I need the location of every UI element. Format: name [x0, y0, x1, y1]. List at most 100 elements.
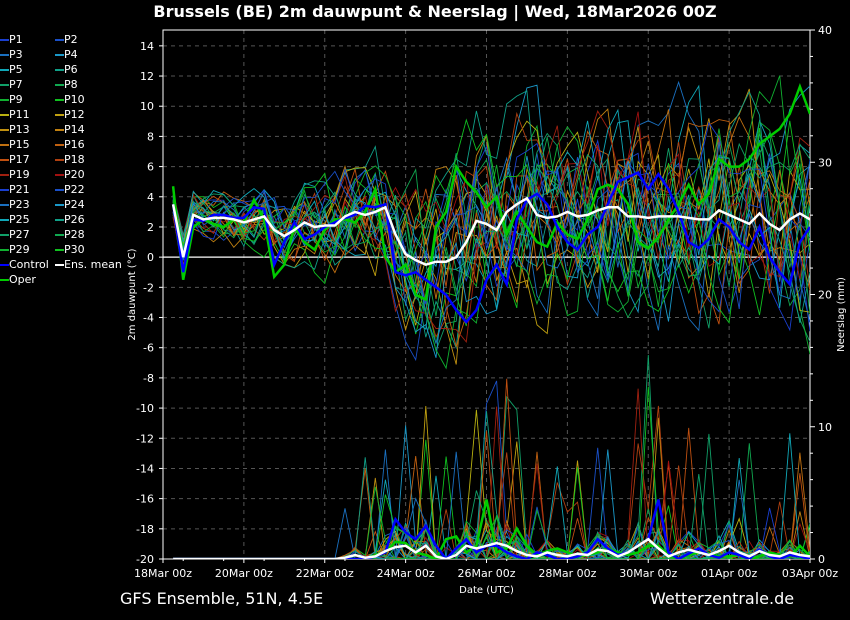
legend-label: P26	[64, 213, 85, 226]
y-axis-label: 2m dauwpunt (°C)	[127, 248, 138, 340]
legend-label: P4	[64, 48, 78, 61]
legend-item: P30	[55, 243, 85, 257]
legend-item: P24	[55, 198, 85, 212]
member-precip-line	[173, 388, 810, 559]
legend-label: Oper	[9, 273, 36, 286]
legend-swatch	[0, 234, 9, 236]
y-tick-label: -18	[136, 523, 154, 536]
legend-item: P18	[55, 153, 85, 167]
legend-label: P24	[64, 198, 85, 211]
legend-label: P7	[9, 78, 23, 91]
member-precip-line	[173, 460, 810, 559]
y2-tick-label: 20	[818, 289, 832, 302]
legend-swatch	[55, 144, 64, 146]
legend-swatch	[55, 264, 64, 266]
member-temp-line	[172, 131, 810, 319]
y-tick-label: -2	[143, 281, 154, 294]
legend-swatch	[0, 249, 9, 251]
x-tick-label: 28Mar 00z	[538, 567, 596, 580]
x-tick-label: 22Mar 00z	[296, 567, 354, 580]
source-label: GFS Ensemble, 51N, 4.5E	[120, 589, 324, 608]
legend-label: P14	[64, 123, 85, 136]
precip-control-line	[173, 499, 810, 559]
y2-axis-label: Neerslag (mm)	[836, 277, 847, 352]
legend-item: Oper	[0, 273, 36, 287]
legend-swatch	[55, 129, 64, 131]
legend-item: P26	[55, 213, 85, 227]
x-tick-label: 03Apr 00z	[782, 567, 839, 580]
legend-item: P15	[0, 138, 30, 152]
member-precip-line	[173, 386, 810, 559]
y-tick-label: 2	[147, 221, 154, 234]
legend-label: P6	[64, 63, 78, 76]
legend-swatch	[55, 159, 64, 161]
x-tick-label: 18Mar 00z	[134, 567, 192, 580]
legend-item: P2	[55, 33, 78, 47]
legend-item: P29	[0, 243, 30, 257]
legend-item: P28	[55, 228, 85, 242]
legend-item: P10	[55, 93, 85, 107]
legend-item: Ens. mean	[55, 258, 122, 272]
x-tick-label: 24Mar 00z	[377, 567, 435, 580]
member-precip-line	[173, 354, 810, 559]
y-tick-label: -4	[143, 312, 154, 325]
legend-item: P23	[0, 198, 30, 212]
series-group	[171, 75, 810, 559]
legend-label: P18	[64, 153, 85, 166]
legend-label: P27	[9, 228, 30, 241]
site-label: Wetterzentrale.de	[650, 589, 795, 608]
legend-item: P16	[55, 138, 85, 152]
legend-swatch	[0, 144, 9, 146]
legend-label: Ens. mean	[64, 258, 122, 271]
legend-item: P5	[0, 63, 23, 77]
legend-swatch	[55, 204, 64, 206]
legend-label: P11	[9, 108, 30, 121]
precip-ens-mean-line	[173, 537, 810, 559]
temp-oper-line	[171, 83, 810, 302]
legend-swatch	[0, 39, 9, 41]
legend-label: P25	[9, 213, 30, 226]
legend-swatch	[0, 204, 9, 206]
legend-item: P9	[0, 93, 23, 107]
legend-swatch	[0, 114, 9, 116]
legend-swatch	[55, 234, 64, 236]
x-tick-label: 20Mar 00z	[215, 567, 273, 580]
legend-item: P14	[55, 123, 85, 137]
y-tick-label: -12	[136, 432, 154, 445]
y-tick-label: 10	[140, 100, 154, 113]
x-axis-label: Date (UTC)	[459, 585, 514, 596]
legend-label: P2	[64, 33, 78, 46]
temp-control-line	[171, 171, 810, 324]
y-tick-label: -8	[143, 372, 154, 385]
legend-item: P25	[0, 213, 30, 227]
legend-swatch	[0, 159, 9, 161]
legend-swatch	[55, 249, 64, 251]
legend-item: P4	[55, 48, 78, 62]
legend-swatch	[0, 69, 9, 71]
member-temp-line	[172, 142, 810, 313]
legend-item: P13	[0, 123, 30, 137]
legend-swatch	[0, 264, 9, 266]
legend-swatch	[0, 279, 9, 281]
legend-item: P8	[55, 78, 78, 92]
legend-swatch	[0, 219, 9, 221]
temp-ens-mean-line	[171, 196, 810, 267]
y2-tick-label: 10	[818, 421, 832, 434]
legend-swatch	[55, 84, 64, 86]
member-precip-line	[173, 486, 810, 559]
y2-tick-label: 30	[818, 156, 832, 169]
legend-label: P12	[64, 108, 85, 121]
y-tick-label: -14	[136, 462, 154, 475]
x-tick-label: 30Mar 00z	[619, 567, 677, 580]
legend-label: P10	[64, 93, 85, 106]
legend-label: P23	[9, 198, 30, 211]
legend-swatch	[55, 54, 64, 56]
y-tick-label: 4	[147, 191, 154, 204]
legend-item: P21	[0, 183, 30, 197]
legend-label: P17	[9, 153, 30, 166]
legend-label: P5	[9, 63, 23, 76]
legend-label: P16	[64, 138, 85, 151]
legend-label: P20	[64, 168, 85, 181]
legend-label: P13	[9, 123, 30, 136]
